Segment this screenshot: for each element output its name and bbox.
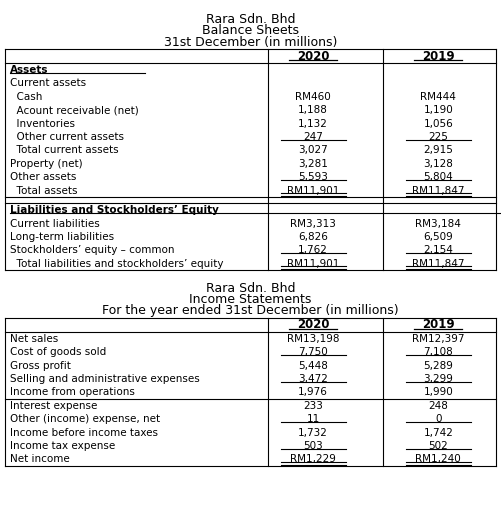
Text: 233: 233 [303, 401, 323, 411]
Text: RM11,901: RM11,901 [287, 259, 339, 269]
Text: 3,027: 3,027 [298, 145, 328, 156]
Text: Total liabilities and stockholders’ equity: Total liabilities and stockholders’ equi… [10, 259, 223, 269]
Text: 5,289: 5,289 [423, 360, 453, 371]
Text: 5,804: 5,804 [423, 172, 453, 182]
Text: Selling and administrative expenses: Selling and administrative expenses [10, 374, 200, 384]
Text: 1,056: 1,056 [423, 118, 453, 129]
Text: 503: 503 [303, 441, 323, 451]
Text: 6,509: 6,509 [423, 232, 453, 242]
Text: 1,990: 1,990 [423, 387, 453, 398]
Text: Income before income taxes: Income before income taxes [10, 427, 158, 438]
Text: Stockholders’ equity – common: Stockholders’ equity – common [10, 245, 174, 255]
Text: 1,132: 1,132 [298, 118, 328, 129]
Text: Net sales: Net sales [10, 334, 58, 344]
Text: Acount receivable (net): Acount receivable (net) [10, 105, 139, 115]
Text: RM11,901: RM11,901 [287, 185, 339, 196]
Text: Property (net): Property (net) [10, 159, 83, 169]
Text: 7,750: 7,750 [298, 347, 328, 357]
Text: Cash: Cash [10, 92, 43, 102]
Text: Other assets: Other assets [10, 172, 76, 182]
Text: For the year ended 31st December (in millions): For the year ended 31st December (in mil… [102, 304, 399, 317]
Text: 6,826: 6,826 [298, 232, 328, 242]
Text: Assets: Assets [10, 65, 49, 75]
Text: RM11,847: RM11,847 [412, 185, 464, 196]
Text: Total assets: Total assets [10, 185, 78, 196]
Text: Other (income) expense, net: Other (income) expense, net [10, 414, 160, 424]
Text: 3,281: 3,281 [298, 159, 328, 169]
Text: Rara Sdn. Bhd: Rara Sdn. Bhd [206, 282, 295, 295]
Text: 1,732: 1,732 [298, 427, 328, 438]
Text: Income Statements: Income Statements [189, 293, 312, 306]
Text: RM460: RM460 [295, 92, 331, 102]
Text: RM13,198: RM13,198 [287, 334, 339, 344]
Text: 1,190: 1,190 [423, 105, 453, 115]
Text: Liabilities and Stockholders’ Equity: Liabilities and Stockholders’ Equity [10, 205, 219, 215]
Text: 2,915: 2,915 [423, 145, 453, 156]
Text: 225: 225 [428, 132, 448, 142]
Text: RM1,240: RM1,240 [415, 454, 461, 465]
Text: 5,593: 5,593 [298, 172, 328, 182]
Text: 1,742: 1,742 [423, 427, 453, 438]
Text: 11: 11 [307, 414, 320, 424]
Text: Current liabilities: Current liabilities [10, 218, 100, 229]
Text: RM3,313: RM3,313 [290, 218, 336, 229]
Text: RM12,397: RM12,397 [412, 334, 464, 344]
Text: 1,976: 1,976 [298, 387, 328, 398]
Text: 3,128: 3,128 [423, 159, 453, 169]
Text: Current assets: Current assets [10, 78, 86, 89]
Text: 1,188: 1,188 [298, 105, 328, 115]
Text: 2020: 2020 [297, 49, 329, 63]
Text: Gross profit: Gross profit [10, 360, 71, 371]
Text: Rara Sdn. Bhd: Rara Sdn. Bhd [206, 13, 295, 26]
Text: 0: 0 [435, 414, 441, 424]
Text: 2,154: 2,154 [423, 245, 453, 255]
Text: RM444: RM444 [420, 92, 456, 102]
Text: Income from operations: Income from operations [10, 387, 135, 398]
Text: Other current assets: Other current assets [10, 132, 124, 142]
Text: Inventories: Inventories [10, 118, 75, 129]
Text: RM1,229: RM1,229 [290, 454, 336, 465]
Text: 31st December (in millions): 31st December (in millions) [164, 36, 337, 48]
Text: Total current assets: Total current assets [10, 145, 119, 156]
Text: 3,299: 3,299 [423, 374, 453, 384]
Text: 2020: 2020 [297, 318, 329, 332]
Text: 7,108: 7,108 [423, 347, 453, 357]
Text: RM11,847: RM11,847 [412, 259, 464, 269]
Text: 1,762: 1,762 [298, 245, 328, 255]
Text: Income tax expense: Income tax expense [10, 441, 115, 451]
Text: Interest expense: Interest expense [10, 401, 97, 411]
Text: 3,472: 3,472 [298, 374, 328, 384]
Text: Net income: Net income [10, 454, 70, 465]
Text: 248: 248 [428, 401, 448, 411]
Text: 5,448: 5,448 [298, 360, 328, 371]
Text: 2019: 2019 [422, 318, 455, 332]
Text: RM3,184: RM3,184 [415, 218, 461, 229]
Text: Cost of goods sold: Cost of goods sold [10, 347, 106, 357]
Text: 502: 502 [428, 441, 448, 451]
Text: Long-term liabilities: Long-term liabilities [10, 232, 114, 242]
Text: 247: 247 [303, 132, 323, 142]
Text: Balance Sheets: Balance Sheets [202, 24, 299, 37]
Text: 2019: 2019 [422, 49, 455, 63]
